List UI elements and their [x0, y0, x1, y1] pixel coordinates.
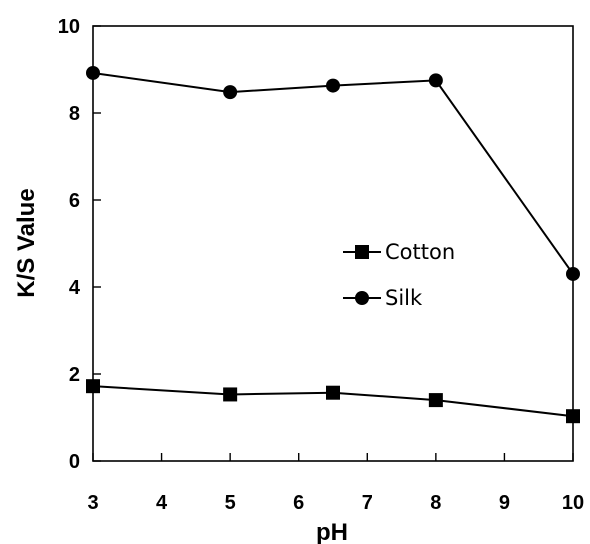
x-tick-label: 7: [362, 492, 373, 514]
silk-point: [566, 266, 580, 281]
silk-point: [428, 73, 443, 88]
x-tick-label: 4: [156, 492, 168, 514]
x-tick-label: 9: [499, 492, 510, 514]
series-layer: [86, 65, 580, 424]
legend-marker-cotton: [355, 245, 369, 259]
cotton-point: [223, 387, 238, 402]
legend-marker-silk: [355, 291, 369, 305]
y-tick-label: 8: [69, 103, 80, 125]
y-tick-label: 4: [69, 277, 81, 299]
cotton-point: [86, 379, 100, 394]
y-tick-label: 0: [69, 451, 80, 473]
x-tick-label: 6: [293, 492, 304, 514]
silk-point: [86, 65, 100, 80]
axes: 3 4 5 6 7 8 9 10 0 2 4 6 8 10: [58, 16, 584, 514]
x-tick-label: 8: [430, 492, 441, 514]
silk-series-line: [92, 71, 574, 275]
y-tick-label: 2: [69, 364, 80, 386]
x-tick-label: 5: [225, 492, 236, 514]
legend: Cotton Silk: [343, 240, 455, 310]
cotton-point: [326, 385, 340, 400]
cotton-point: [566, 409, 580, 424]
silk-point: [326, 78, 340, 93]
legend-label-cotton: Cotton: [385, 240, 455, 264]
x-tick-label: 3: [87, 492, 98, 514]
y-axis-title: K/S Value: [13, 188, 40, 297]
y-tick-label: 10: [58, 16, 80, 38]
x-axis-title: pH: [316, 519, 348, 544]
silk-point: [223, 85, 238, 100]
plot-frame: [92, 25, 574, 462]
legend-label-silk: Silk: [385, 286, 423, 310]
y-tick-label: 6: [69, 190, 80, 212]
cotton-point: [428, 393, 443, 408]
x-tick-label: 10: [562, 492, 584, 514]
